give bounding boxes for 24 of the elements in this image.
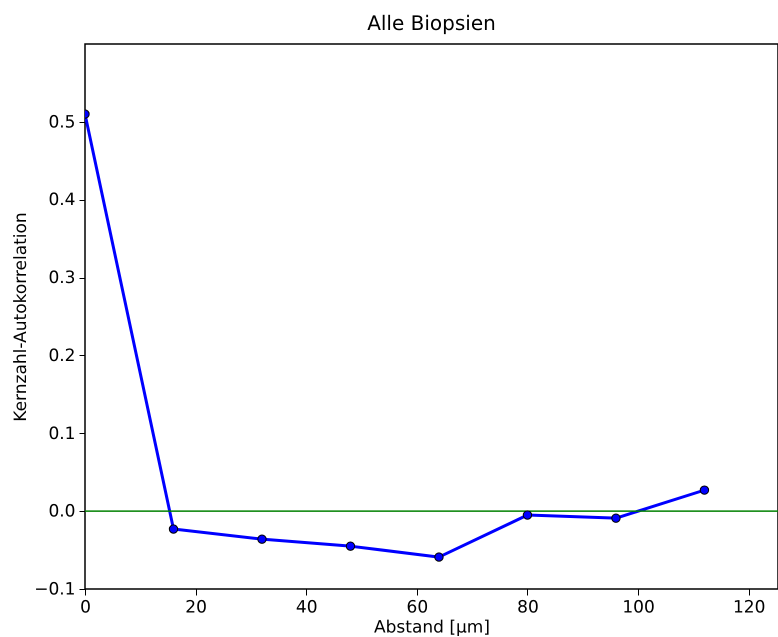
x-axis-title: Abstand [μm]: [374, 618, 490, 637]
x-tick-label: 60: [406, 598, 428, 618]
y-tick-label: 0.0: [48, 502, 76, 522]
x-tick-label: 120: [732, 598, 766, 618]
y-tick-label: 0.1: [48, 424, 76, 444]
y-tick-label: 0.5: [48, 112, 76, 132]
point: [434, 552, 444, 562]
point: [611, 513, 621, 523]
point: [257, 534, 267, 544]
x-tick-label: 100: [622, 598, 655, 618]
x-tick-label: 0: [80, 598, 91, 618]
y-tick-label: 0.4: [48, 190, 76, 210]
chart-title: Alle Biopsien: [367, 11, 496, 35]
point: [168, 524, 178, 534]
y-tick-label: 0.2: [48, 346, 76, 366]
x-tick-label: 40: [296, 598, 318, 618]
point: [346, 542, 356, 551]
x-tick-label: 80: [517, 598, 539, 618]
y-axis-title: Kernzahl-Autokorrelation: [11, 212, 32, 422]
point: [700, 485, 710, 495]
y-tick-label: −0.1: [34, 580, 76, 600]
y-tick-label: 0.3: [48, 268, 76, 288]
point: [522, 510, 532, 520]
x-tick-label: 20: [185, 598, 207, 618]
